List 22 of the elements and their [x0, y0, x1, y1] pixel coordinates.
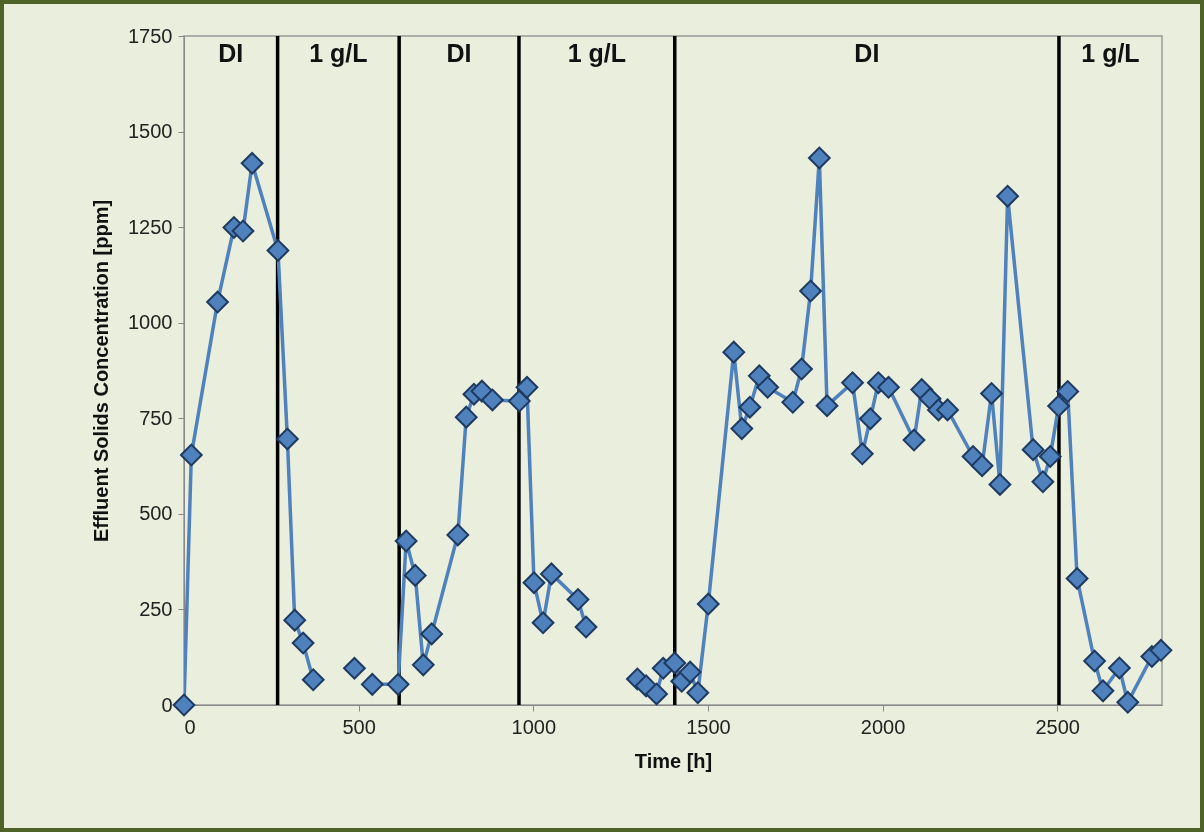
y-tick-label: 500: [139, 502, 173, 525]
x-tick-label: 2500: [1035, 715, 1080, 738]
x-axis-title: Time [h]: [634, 749, 713, 772]
x-tick-label: 2000: [860, 715, 906, 738]
annotation: 1 g/L: [567, 39, 627, 67]
y-tick-label: 250: [139, 597, 173, 620]
y-tick-label: 1500: [128, 120, 173, 143]
annotation: DI: [218, 39, 244, 67]
annotation: 1 g/L: [309, 39, 368, 67]
annotation: DI: [854, 39, 880, 67]
y-tick-label: 0: [161, 693, 173, 716]
x-tick-label: 1500: [686, 715, 731, 738]
annotation: 1 g/L: [1081, 39, 1140, 67]
x-tick-label: 1000: [511, 715, 557, 738]
y-tick-label: 750: [139, 406, 173, 429]
y-tick-label: 1000: [128, 311, 173, 334]
x-tick-label: 500: [342, 715, 376, 738]
x-tick-label: 0: [184, 715, 196, 738]
y-axis-title: Effluent Solids Concentration [ppm]: [90, 199, 113, 543]
annotation: DI: [446, 39, 472, 67]
y-tick-label: 1750: [128, 24, 173, 47]
y-tick-label: 1250: [128, 215, 173, 238]
